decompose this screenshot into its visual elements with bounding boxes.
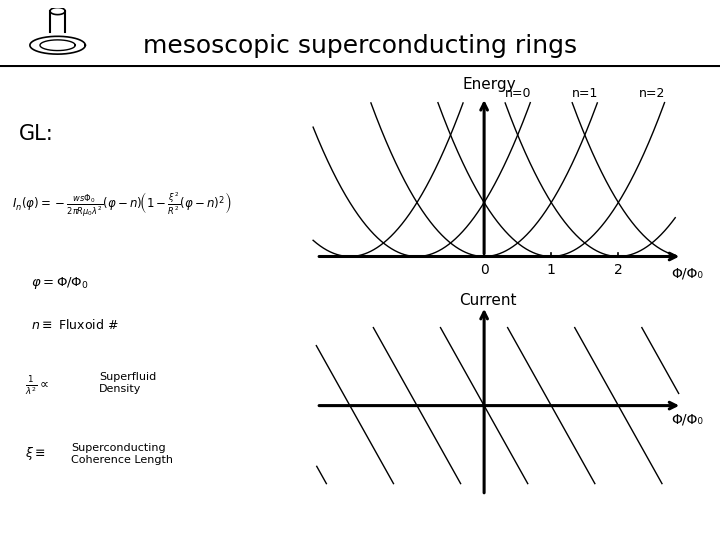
Text: mesoscopic superconducting rings: mesoscopic superconducting rings xyxy=(143,34,577,58)
Text: 1: 1 xyxy=(546,263,556,277)
Text: Φ/Φ₀: Φ/Φ₀ xyxy=(671,266,703,280)
Text: 2: 2 xyxy=(614,263,623,277)
Text: GL:: GL: xyxy=(19,124,53,144)
Text: $\varphi=\Phi/\Phi_0$: $\varphi=\Phi/\Phi_0$ xyxy=(31,275,89,292)
Text: Current: Current xyxy=(459,293,517,308)
Text: Φ/Φ₀: Φ/Φ₀ xyxy=(671,413,703,427)
Text: Superfluid
Density: Superfluid Density xyxy=(99,372,156,394)
Text: n=0: n=0 xyxy=(505,87,531,100)
Text: $\frac{1}{\lambda^2}\propto$: $\frac{1}{\lambda^2}\propto$ xyxy=(24,375,49,398)
Text: Superconducting
Coherence Length: Superconducting Coherence Length xyxy=(71,443,174,465)
Text: n=2: n=2 xyxy=(639,87,665,100)
Text: Energy: Energy xyxy=(463,77,516,92)
Text: 0: 0 xyxy=(480,263,488,277)
Text: $n\equiv$ Fluxoid #: $n\equiv$ Fluxoid # xyxy=(31,318,119,332)
Text: $\xi\equiv$: $\xi\equiv$ xyxy=(24,446,45,462)
Text: $I_n(\varphi)=-\frac{ws\Phi_0}{2\pi R\mu_0\lambda^2}(\varphi-n)\!\left(1-\frac{\: $I_n(\varphi)=-\frac{ws\Phi_0}{2\pi R\mu… xyxy=(12,191,232,218)
Text: n=1: n=1 xyxy=(572,87,598,100)
